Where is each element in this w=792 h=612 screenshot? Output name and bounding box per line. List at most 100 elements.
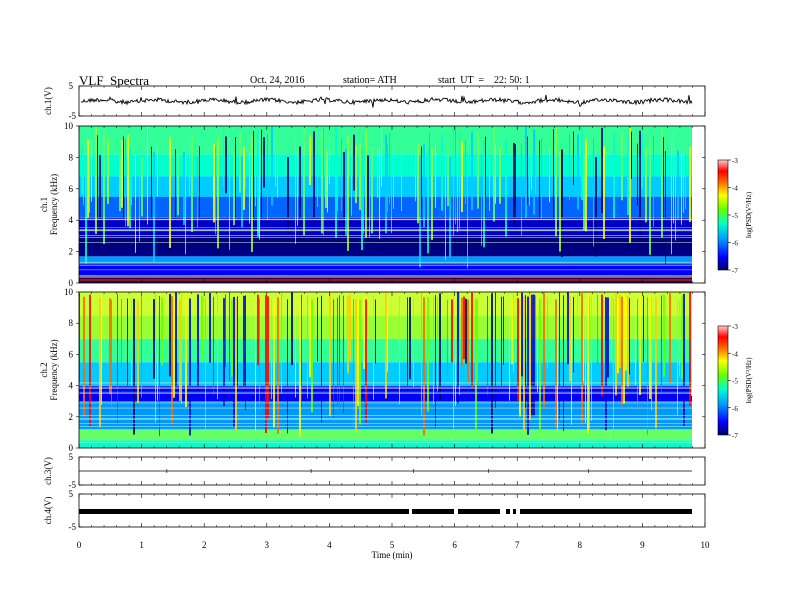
spectrogram-streak [301, 294, 302, 408]
spectrogram-streak [363, 135, 364, 234]
spectrogram-streak [569, 295, 571, 382]
spectrogram-streak [129, 147, 131, 229]
ch2-spectrogram [79, 292, 692, 448]
spectrogram-streak [591, 296, 592, 421]
spectrogram-streak [377, 149, 378, 199]
y-axis-label: ch.1(V) [43, 87, 53, 115]
spectrogram-streak [169, 293, 171, 377]
spectrogram-streak [649, 140, 651, 255]
spectrogram-streak [685, 154, 686, 210]
spectrogram-streak [127, 298, 128, 387]
spectrogram-streak [367, 155, 369, 243]
spectrogram-streak [161, 297, 163, 366]
spectrogram-streak [287, 157, 289, 234]
x-tick-label: 5 [390, 540, 395, 550]
spectrogram-streak [423, 297, 425, 436]
spectrogram-streak [121, 298, 122, 369]
spectrogram-streak [671, 139, 672, 255]
spectrogram-streak [689, 292, 691, 406]
colorbar-tick-label: -7 [732, 432, 738, 440]
x-tick-label: 10 [701, 540, 711, 550]
spectrogram-streak [189, 298, 191, 436]
spectrogram-streak [387, 295, 388, 372]
y-tick-label: 8 [69, 152, 74, 162]
spectrogram-streak [137, 299, 139, 403]
spectrogram-streak [555, 299, 557, 428]
spectrogram-streak [613, 298, 614, 437]
y-tick-label: -5 [69, 480, 77, 490]
spectrogram-streak [621, 296, 623, 406]
spectrogram-streak [351, 141, 352, 216]
spectrogram-streak [239, 133, 241, 193]
spectrogram-streak [275, 130, 276, 187]
spectrogram-streak [621, 132, 623, 201]
spectrogram-streak [449, 292, 450, 357]
spectrogram-band [79, 256, 692, 265]
spectrogram-streak [461, 297, 463, 366]
spectrogram-streak [589, 296, 590, 435]
spectrogram-streak [355, 298, 357, 433]
spectrogram-streak [307, 295, 308, 399]
spectrogram-streak [585, 138, 587, 232]
spectrogram-streak [455, 295, 456, 406]
colorbar [717, 325, 729, 436]
x-tick-label: 8 [578, 540, 583, 550]
spectrogram-streak [175, 149, 176, 255]
spectrogram-streak [385, 292, 387, 399]
y-tick-label: 0 [69, 278, 74, 288]
spectrogram-streak [171, 296, 173, 425]
x-tick-label: 2 [202, 540, 207, 550]
spectrogram-streak [637, 143, 638, 206]
spectrogram-streak [99, 155, 101, 241]
spectrogram-streak [323, 127, 324, 236]
spectrogram-streak [471, 292, 473, 388]
y-axis-label: ch.4(V) [43, 497, 53, 525]
spectrogram-streak [583, 297, 584, 382]
spectrogram-streak [309, 136, 311, 185]
spectrogram-streak [369, 155, 370, 238]
spectrogram-streak [141, 296, 142, 398]
spectrogram-streak [675, 155, 676, 241]
spectrogram-streak [501, 296, 502, 386]
spectrogram-streak [353, 299, 354, 427]
spectrogram-streak [337, 297, 338, 406]
spectrogram-streak [681, 295, 683, 379]
spectrogram-streak [511, 297, 513, 365]
spectrogram-streak [159, 296, 160, 437]
x-tick-label: 6 [452, 540, 457, 550]
spectrogram-streak [135, 153, 136, 253]
spectrogram-streak [357, 297, 359, 407]
station-label: station= ATH [343, 75, 397, 86]
spectrogram-streak [235, 298, 237, 432]
spectrogram-streak [521, 143, 522, 236]
spectrogram-streak [519, 294, 521, 417]
spectrogram-streak [447, 299, 448, 376]
spectrogram-streak [157, 147, 158, 197]
y-tick-label: 5 [69, 81, 74, 91]
spectrogram-streak [347, 135, 349, 251]
spectrogram-streak [311, 299, 313, 413]
spectrogram-streak [529, 294, 531, 421]
spectrogram-streak [271, 126, 273, 206]
spectrogram-streak [465, 298, 467, 364]
spectrogram-streak [399, 296, 400, 405]
ch4-waveform-band [79, 509, 692, 514]
spectrogram-streak [277, 297, 279, 434]
colorbar-tick-label: -6 [732, 405, 738, 413]
spectrogram-streak [263, 137, 265, 188]
chart-title: VLF Spectra [79, 73, 150, 88]
spectrogram-streak [139, 145, 140, 242]
spectrogram-streak [197, 156, 198, 228]
spectrogram-streak [645, 148, 647, 223]
y-tick-label: 2 [69, 412, 74, 422]
spectrogram-streak [433, 297, 434, 405]
spectrogram-streak [465, 139, 466, 204]
y-tick-label: 5 [69, 452, 74, 462]
channel-label: ch.2 [39, 362, 49, 377]
spectrogram-streak [421, 146, 422, 255]
spectrogram-streak [179, 299, 181, 401]
spectrogram-streak [587, 294, 589, 434]
spectrogram-streak [457, 147, 458, 233]
spectrogram-streak [81, 146, 83, 195]
spectrogram-streak [401, 149, 402, 212]
